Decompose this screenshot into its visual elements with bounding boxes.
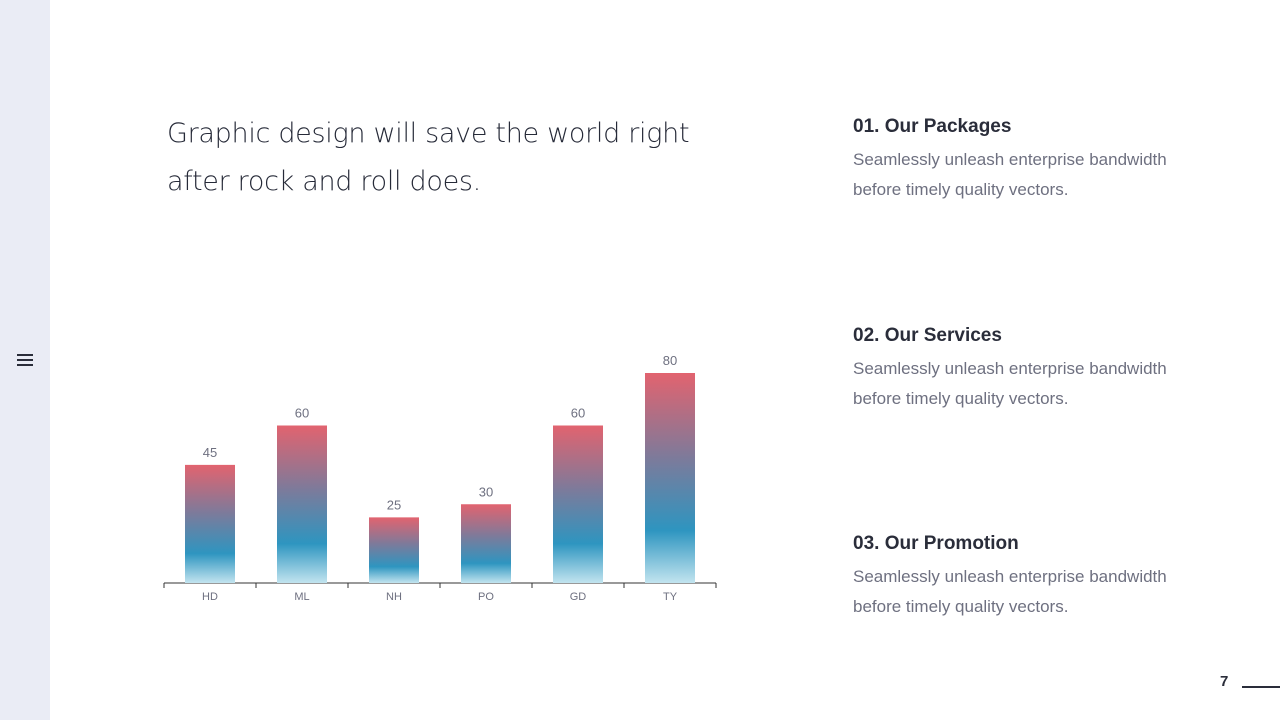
page-number: 7 bbox=[1220, 673, 1229, 690]
data-label: 60 bbox=[571, 406, 585, 421]
x-tick-label: ML bbox=[294, 591, 309, 603]
x-tick-label: PO bbox=[478, 591, 494, 603]
item-title: 03. Our Promotion bbox=[853, 533, 1019, 554]
quote-heading: Graphic design will save the world right… bbox=[167, 110, 727, 206]
page-divider bbox=[1242, 686, 1280, 688]
x-tick-label: TY bbox=[663, 591, 678, 603]
bar-gd bbox=[553, 425, 603, 583]
item-promotion: 03. Our Promotion Seamlessly unleash ent… bbox=[853, 532, 1233, 622]
bar-chart: 45 HD 60 ML 25 NH 30 PO 60 GD 80 TY bbox=[163, 353, 717, 603]
item-title: 02. Our Services bbox=[853, 325, 1002, 346]
bar-nh bbox=[369, 517, 419, 583]
quote-line-2: after rock and roll does. bbox=[167, 166, 481, 197]
item-body: Seamlessly unleash enterprise bandwidth … bbox=[853, 567, 1167, 616]
x-tick-label: NH bbox=[386, 591, 402, 603]
quote-line-1: Graphic design will save the world right bbox=[167, 118, 690, 149]
data-label: 80 bbox=[663, 353, 677, 368]
item-packages: 01. Our Packages Seamlessly unleash ente… bbox=[853, 115, 1233, 205]
hamburger-menu-icon[interactable] bbox=[17, 354, 33, 366]
x-tick-label: HD bbox=[202, 591, 218, 603]
bar-hd bbox=[185, 464, 235, 583]
item-body: Seamlessly unleash enterprise bandwidth … bbox=[853, 150, 1167, 199]
data-label: 30 bbox=[479, 484, 493, 499]
data-label: 45 bbox=[203, 445, 217, 460]
item-body: Seamlessly unleash enterprise bandwidth … bbox=[853, 359, 1167, 408]
item-title: 01. Our Packages bbox=[853, 116, 1012, 137]
item-services: 02. Our Services Seamlessly unleash ente… bbox=[853, 324, 1233, 414]
bar-ml bbox=[277, 425, 327, 583]
sidebar bbox=[0, 0, 50, 720]
bar-ty bbox=[645, 373, 695, 583]
bar-po bbox=[461, 504, 511, 583]
data-label: 25 bbox=[387, 497, 401, 512]
x-tick-label: GD bbox=[570, 591, 587, 603]
data-label: 60 bbox=[295, 406, 309, 421]
